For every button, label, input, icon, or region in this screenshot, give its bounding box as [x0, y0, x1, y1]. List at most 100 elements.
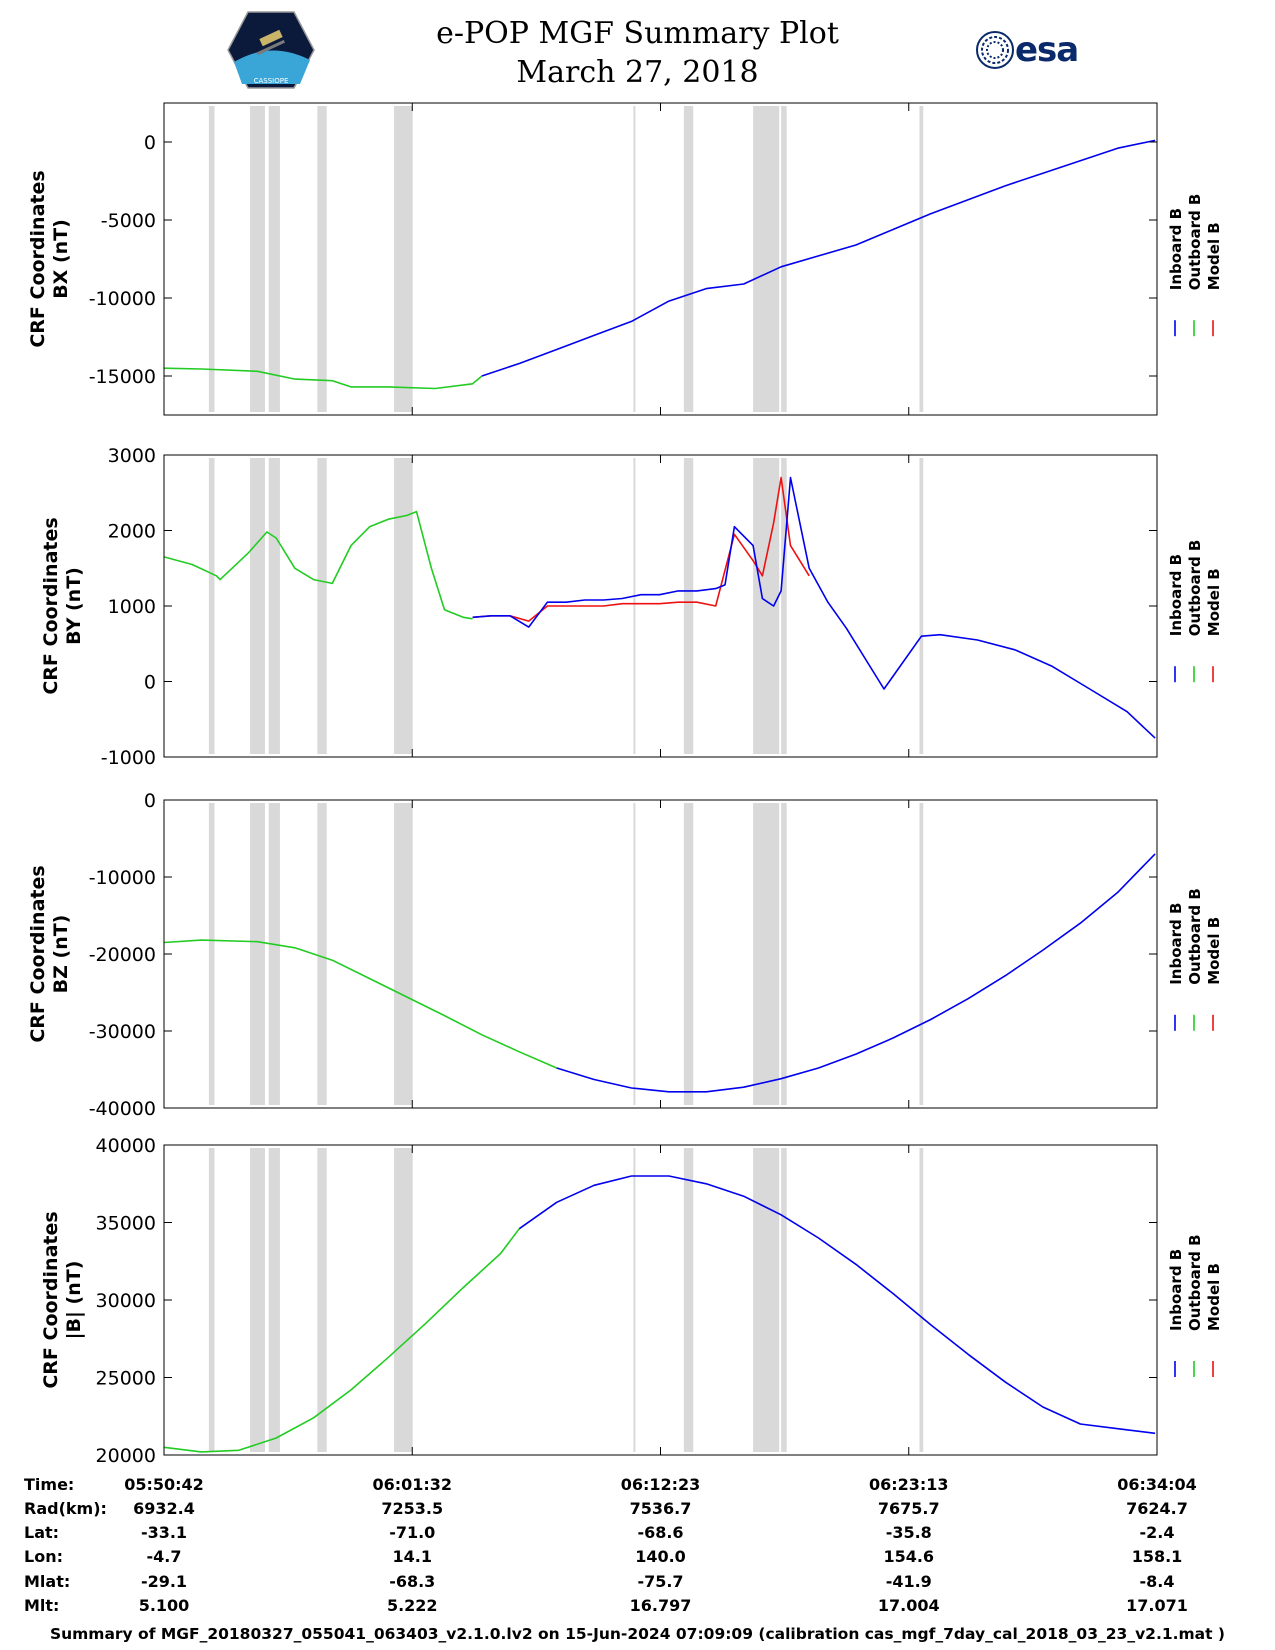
- ephemeris-value: -68.6: [637, 1523, 683, 1542]
- shaded-interval: [683, 803, 694, 1105]
- legend-label: Inboard B: [1167, 554, 1185, 636]
- legend-label: Inboard B: [1167, 903, 1185, 985]
- cassiope-mission-logo: CASSIOPE: [227, 11, 315, 89]
- ephemeris-value: -75.7: [637, 1572, 683, 1591]
- ephemeris-value: 7624.7: [1126, 1499, 1188, 1518]
- ephemeris-row-label: Mlat:: [24, 1572, 70, 1591]
- y-axis-label-line: CRF Coordinates: [27, 170, 49, 347]
- panel-4: 40000 35000 30000 25000 20000 CRF Coordinates…: [40, 1135, 1223, 1467]
- shaded-interval: [753, 106, 780, 412]
- ephemeris-value: 14.1: [393, 1547, 432, 1566]
- ephemeris-row-label: Lat:: [24, 1523, 59, 1542]
- series-line-outboard-b: [163, 1228, 520, 1453]
- legend-label: Outboard B: [1186, 194, 1204, 291]
- ephemeris-value: -41.9: [886, 1572, 932, 1591]
- shaded-interval: [268, 106, 280, 412]
- ephemeris-value: -2.4: [1140, 1523, 1175, 1542]
- legend-label: Model B: [1205, 917, 1223, 985]
- shaded-interval: [317, 1148, 327, 1452]
- ephemeris-value: -35.8: [886, 1523, 932, 1542]
- y-tick-label: 0: [144, 790, 156, 812]
- legend-label: Outboard B: [1186, 540, 1204, 637]
- y-axis-label: CRF Coordinates|B| (nT): [40, 1211, 85, 1388]
- shaded-interval: [753, 458, 780, 754]
- y-tick-label: 25000: [96, 1368, 156, 1390]
- ephemeris-value: -71.0: [389, 1523, 435, 1542]
- y-axis-label: CRF CoordinatesBX (nT): [27, 170, 72, 347]
- plot-header: CASSIOPE e-POP MGF Summary Plot March 27…: [0, 0, 1275, 100]
- plot-frame: [163, 454, 1158, 758]
- shaded-interval: [919, 1148, 924, 1452]
- ephemeris-value: -29.1: [141, 1572, 187, 1591]
- shaded-interval: [781, 803, 787, 1105]
- y-tick-label: -5000: [101, 210, 156, 232]
- esa-logo-icon: [976, 31, 1014, 69]
- y-axis-label-line: BX (nT): [50, 219, 72, 299]
- x-tick-label: 06:34:04: [1117, 1475, 1197, 1494]
- shaded-interval: [208, 458, 215, 754]
- shaded-interval: [208, 803, 215, 1105]
- ephemeris-value: -33.1: [141, 1523, 187, 1542]
- x-tick-label: 06:23:13: [869, 1475, 949, 1494]
- y-tick-label: 2000: [108, 521, 156, 543]
- y-tick-label: -15000: [89, 366, 156, 388]
- shaded-interval: [394, 1148, 413, 1452]
- y-tick-label: 0: [144, 132, 156, 154]
- shaded-interval: [753, 803, 780, 1105]
- ephemeris-value: 5.222: [387, 1596, 438, 1615]
- plot-frame: [163, 102, 1158, 416]
- legend-label: Inboard B: [1167, 1249, 1185, 1331]
- shaded-interval: [317, 106, 327, 412]
- shaded-interval: [394, 458, 413, 754]
- ephemeris-value: 6932.4: [133, 1499, 195, 1518]
- shaded-interval: [781, 106, 787, 412]
- shaded-interval: [633, 1148, 636, 1452]
- legend-label: Model B: [1205, 568, 1223, 636]
- ephemeris-row-label: Mlt:: [24, 1596, 59, 1615]
- shaded-interval: [394, 803, 413, 1105]
- ephemeris-value: 5.100: [139, 1596, 190, 1615]
- series-line-inboard-b: [518, 1175, 1156, 1435]
- shaded-interval: [683, 1148, 694, 1452]
- plot-date: March 27, 2018: [516, 55, 759, 90]
- ephemeris-value: -68.3: [389, 1572, 435, 1591]
- shaded-interval: [268, 803, 280, 1105]
- series-line-inboard-b: [481, 139, 1156, 377]
- shaded-interval: [919, 458, 924, 754]
- shaded-interval: [208, 1148, 215, 1452]
- ephemeris-value: 140.0: [635, 1547, 686, 1566]
- ephemeris-value: 17.071: [1126, 1596, 1188, 1615]
- y-tick-label: 40000: [96, 1135, 156, 1157]
- series-line-inboard-b: [556, 853, 1156, 1093]
- ephemeris-value: 7536.7: [630, 1499, 692, 1518]
- shaded-interval: [250, 803, 265, 1105]
- y-axis-label-line: BY (nT): [63, 567, 85, 645]
- y-axis-label-line: CRF Coordinates: [40, 1211, 62, 1388]
- y-tick-label: -10000: [89, 288, 156, 310]
- y-tick-label: -40000: [89, 1098, 156, 1120]
- y-tick-label: -10000: [89, 867, 156, 889]
- summary-footer: Summary of MGF_20180327_055041_063403_v2…: [49, 1625, 1226, 1643]
- ephemeris-row-label: Time:: [24, 1475, 74, 1494]
- y-axis-label-line: CRF Coordinates: [27, 865, 49, 1042]
- panel-2: 3000 2000 1000 0 -1000 CRF CoordinatesBY (nT)…: [40, 445, 1223, 769]
- shaded-interval: [317, 803, 327, 1105]
- shaded-interval: [781, 1148, 787, 1452]
- legend-label: Model B: [1205, 1263, 1223, 1331]
- y-tick-label: 20000: [96, 1445, 156, 1467]
- y-axis-label-line: BZ (nT): [50, 915, 72, 994]
- shaded-interval: [317, 458, 327, 754]
- shaded-interval: [268, 458, 280, 754]
- shaded-interval: [268, 1148, 280, 1452]
- shaded-interval: [633, 106, 636, 412]
- ephemeris-table: Time: 05:50:42 06:01:32 06:12:23 06:23:13 06:…: [24, 1475, 1197, 1615]
- shaded-interval: [919, 803, 924, 1105]
- series-line-outboard-b: [163, 939, 558, 1069]
- series-line-model-b: [472, 476, 810, 622]
- y-tick-label: 1000: [108, 596, 156, 618]
- x-tick-label: 06:01:32: [372, 1475, 452, 1494]
- shaded-interval: [919, 106, 924, 412]
- shaded-interval: [753, 1148, 780, 1452]
- shaded-interval: [683, 458, 694, 754]
